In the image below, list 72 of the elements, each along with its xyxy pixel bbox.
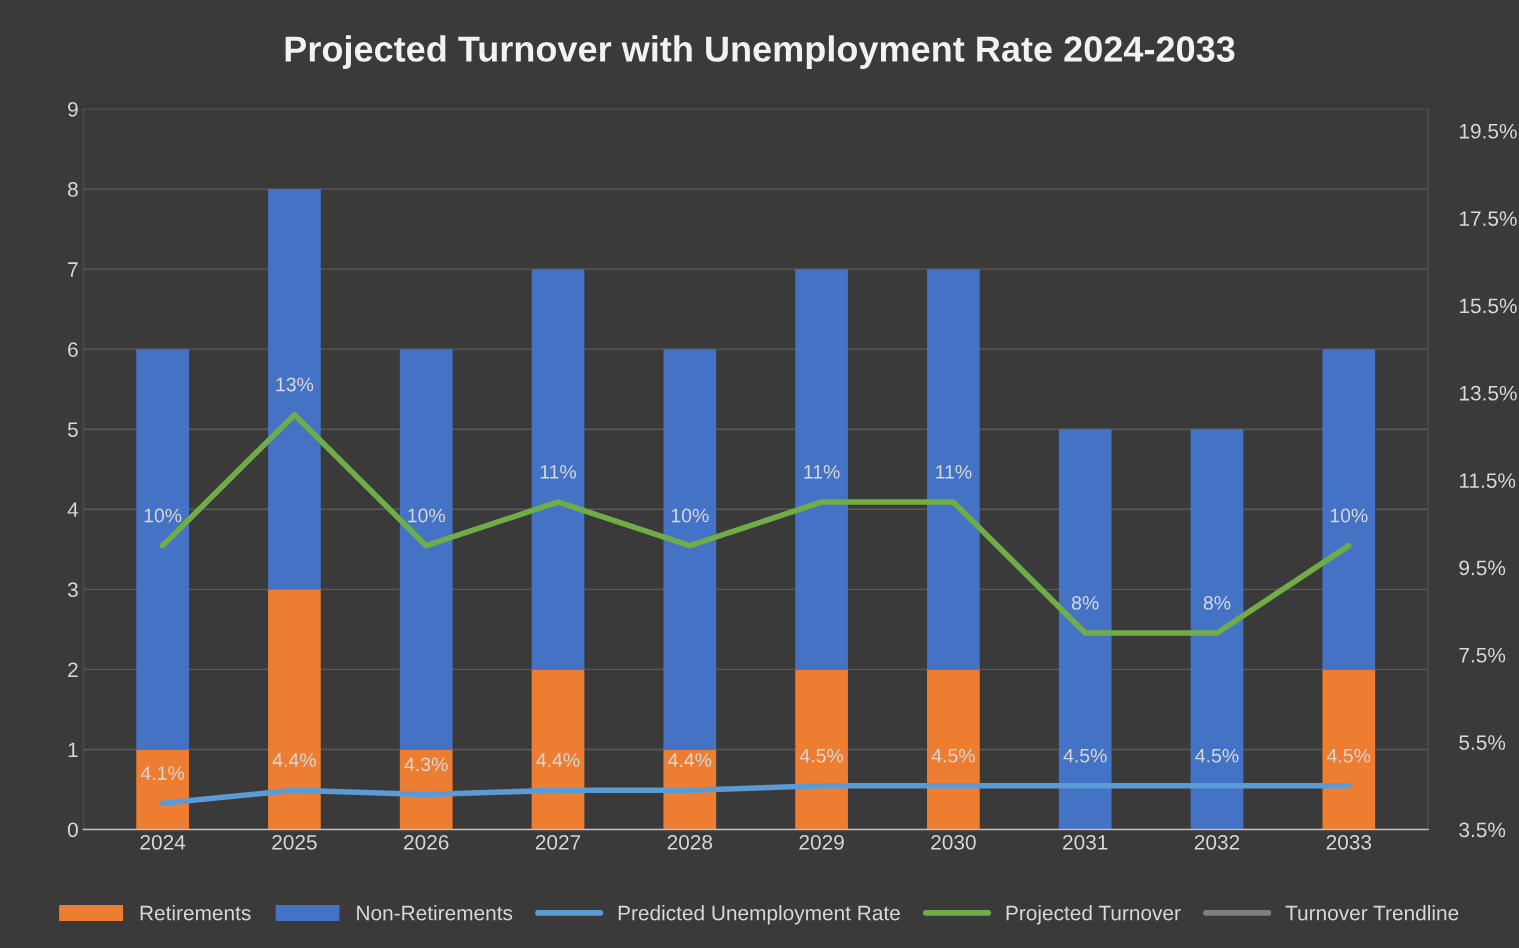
y2-tick-label: 17.5%: [1460, 211, 1517, 226]
bar: [136, 749, 189, 830]
x-tick-label: 2032: [1194, 834, 1240, 850]
bar: [399, 349, 453, 750]
y2-tick-label: 15.5%: [1460, 298, 1517, 314]
y-tick-label: 2: [68, 662, 78, 677]
x-tick-label: 2024: [140, 834, 186, 850]
data-label: 10%: [144, 508, 182, 523]
data-label: 11%: [804, 465, 840, 479]
data-label: 4.4%: [272, 753, 316, 767]
bar: [927, 269, 980, 670]
y-tick-label: 4: [67, 502, 79, 517]
data-label: 10%: [1330, 508, 1368, 523]
y2-tick-label: 3.5%: [1459, 822, 1506, 838]
data-label: 4.1%: [140, 766, 185, 780]
bar: [1322, 349, 1376, 670]
data-label: 10%: [408, 508, 445, 523]
bar: [795, 269, 848, 670]
y2-tick-label: 7.5%: [1459, 647, 1506, 663]
bar: [531, 669, 585, 830]
legend-label: Non-Retirements: [357, 905, 513, 921]
data-label: 8%: [1203, 595, 1231, 610]
data-label: 4.5%: [1327, 748, 1371, 763]
y-tick-label: 7: [68, 262, 78, 277]
bar: [795, 669, 848, 830]
data-label: 11%: [540, 465, 577, 479]
x-tick-label: 2030: [931, 834, 976, 850]
y-tick-label: 3: [67, 582, 78, 598]
x-tick-label: 2033: [1326, 834, 1372, 850]
bar: [1322, 669, 1376, 830]
y-tick-label: 9: [68, 102, 78, 117]
y2-tick-label: 5.5%: [1459, 735, 1506, 750]
bar: [1190, 429, 1244, 830]
data-label: 4.5%: [1195, 748, 1239, 763]
data-label: 4.4%: [668, 753, 712, 767]
x-tick-label: 2027: [535, 834, 581, 850]
x-tick-label: 2029: [799, 834, 844, 850]
bar: [663, 349, 717, 750]
bar: [531, 269, 585, 670]
legend-label: Retirements: [140, 905, 251, 921]
y2-tick-label: 9.5%: [1459, 560, 1506, 576]
data-label: 4.5%: [799, 748, 844, 763]
y-tick-label: 5: [67, 422, 78, 437]
y2-tick-label: 13.5%: [1460, 385, 1517, 401]
bar: [927, 669, 980, 830]
data-label: 11%: [936, 465, 972, 479]
chart-title: Projected Turnover with Unemployment Rate 2024-2033: [285, 35, 1235, 69]
bar: [136, 349, 189, 750]
bar: [1058, 429, 1112, 830]
y2-tick-label: 19.5%: [1460, 123, 1517, 139]
y2-tick-label: 11.5%: [1460, 473, 1516, 488]
y-tick-label: 0: [67, 822, 78, 838]
legend-label: Predicted Unemployment Rate: [618, 905, 900, 925]
data-label: 13%: [276, 377, 314, 392]
y-tick-label: 8: [68, 182, 78, 197]
y-tick-label: 1: [68, 742, 78, 757]
data-label: 10%: [671, 508, 709, 523]
bar: [268, 189, 321, 590]
legend-label: Projected Turnover: [1006, 905, 1181, 925]
y-tick-label: 6: [68, 342, 78, 357]
data-label: 8%: [1071, 595, 1099, 610]
data-label: 4.5%: [1063, 748, 1107, 763]
data-label: 4.4%: [536, 753, 580, 767]
x-tick-label: 2028: [667, 834, 713, 850]
data-label: 4.3%: [404, 757, 448, 772]
x-tick-label: 2031: [1063, 834, 1108, 850]
bar: [399, 749, 453, 830]
legend-label: Turnover Trendline: [1285, 905, 1459, 921]
data-label: 4.5%: [931, 748, 975, 763]
x-tick-label: 2026: [404, 834, 449, 850]
x-tick-label: 2025: [272, 834, 317, 850]
bar: [268, 589, 321, 830]
